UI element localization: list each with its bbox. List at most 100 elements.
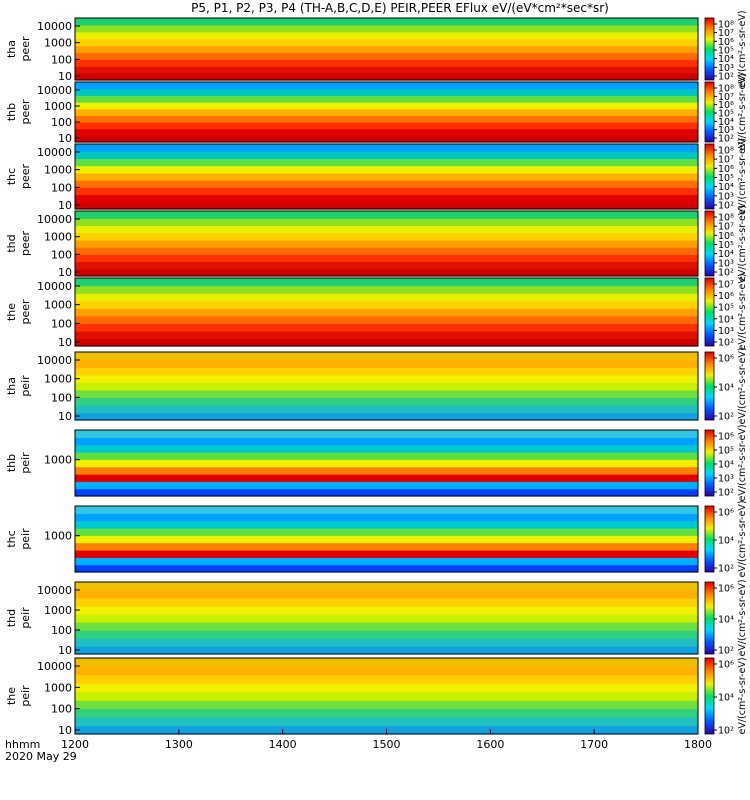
- y-tick-label: 1000: [44, 37, 72, 50]
- colorbar-tick-label: 10⁴: [718, 693, 734, 704]
- panel-probe-label: thb: [5, 454, 18, 472]
- colorbar-unit-label: eV/(cm²-s-sr-eV): [737, 579, 748, 656]
- colorbar-tick-label: 10³: [718, 258, 734, 269]
- colorbar: [704, 581, 715, 655]
- heatmap-band: [75, 412, 698, 421]
- spectrogram-panel-tha-peir: 10000 1000 100 10 tha peir 10⁶ 10⁴ 10² eV/(cm²-s-…: [5, 347, 748, 424]
- y-tick-label: 10: [58, 266, 72, 279]
- heatmap-band: [75, 261, 698, 270]
- colorbar-tick-label: 10²: [718, 134, 734, 145]
- colorbar-tick-label: 10⁶: [718, 164, 734, 175]
- colorbar: [704, 17, 715, 81]
- colorbar-tick-label: 10⁵: [718, 240, 734, 251]
- heatmap-band: [75, 459, 698, 468]
- heatmap-band: [75, 528, 698, 536]
- y-tick-label: 10000: [37, 280, 72, 293]
- heatmap-band: [75, 122, 698, 130]
- heatmap-band: [75, 31, 698, 40]
- heatmap-band: [75, 225, 698, 234]
- colorbar-tick-label: 10³: [718, 474, 734, 485]
- colorbar-tick-label: 10⁴: [718, 383, 734, 394]
- heatmap-band: [75, 45, 698, 54]
- heatmap-band: [75, 367, 698, 376]
- heatmap-band: [75, 201, 698, 210]
- heatmap-band: [75, 66, 698, 74]
- heatmap-band: [75, 38, 698, 47]
- x-tick-label: 1300: [165, 738, 193, 751]
- colorbar-tick-label: 10⁵: [718, 173, 734, 184]
- y-tick-label: 10: [58, 70, 72, 83]
- heatmap-band: [75, 293, 698, 302]
- y-tick-label: 1000: [44, 530, 72, 543]
- panel-probe-label: thd: [5, 609, 18, 627]
- heatmap-band: [75, 330, 698, 340]
- heatmap-band: [75, 683, 698, 693]
- colorbar-tick-label: 10⁶: [718, 231, 734, 242]
- y-tick-label: 10000: [37, 660, 72, 673]
- spectrogram-panel-thd-peir: 10000 1000 100 10 thd peir 10⁶ 10⁴ 10² eV/(cm²-s-…: [5, 579, 748, 657]
- panel-frame: [74, 581, 699, 655]
- heatmap-band: [75, 115, 698, 123]
- y-tick-label: 10000: [37, 84, 72, 97]
- y-tick-label: 1000: [44, 604, 72, 617]
- heatmap-band: [75, 102, 698, 110]
- colorbar-tick-label: 10²: [718, 646, 734, 657]
- heatmap-band: [75, 352, 698, 361]
- heatmap-band: [75, 638, 698, 647]
- y-tick-label: 1000: [44, 164, 72, 177]
- panel-species-label: peir: [19, 607, 32, 629]
- heatmap-band: [75, 108, 698, 116]
- heatmap-band: [75, 389, 698, 398]
- y-tick-label: 10: [58, 199, 72, 212]
- heatmap-band: [75, 285, 698, 294]
- heatmap-band: [75, 700, 698, 710]
- heatmap-band: [75, 474, 698, 482]
- y-tick-label: 10000: [37, 20, 72, 33]
- heatmap-band: [75, 59, 698, 67]
- y-tick-label: 100: [51, 703, 72, 716]
- colorbar-tick-label: 10⁴: [718, 117, 734, 128]
- colorbar-tick-label: 10³: [718, 125, 734, 136]
- heatmap-band: [75, 374, 698, 383]
- colorbar-tick-label: 10⁵: [718, 446, 734, 457]
- x-tick-label: 1500: [373, 738, 401, 751]
- panel-probe-label: thb: [5, 103, 18, 121]
- colorbar-tick-label: 10⁸: [718, 213, 734, 224]
- heatmap-band: [75, 52, 698, 60]
- heatmap-band: [75, 172, 698, 181]
- heatmap-band: [75, 211, 698, 219]
- heatmap-band: [75, 218, 698, 226]
- panel-species-label: peer: [19, 164, 32, 190]
- heatmap-band: [75, 481, 698, 490]
- colorbar-unit-label: eV/(cm²-s-sr-eV): [737, 500, 748, 577]
- y-tick-label: 10: [58, 724, 72, 737]
- panel-species-label: peer: [19, 99, 32, 125]
- heatmap-band: [75, 88, 698, 96]
- y-tick-label: 100: [51, 624, 72, 637]
- heatmap-band: [75, 557, 698, 566]
- heatmap-band: [75, 444, 698, 453]
- panel-species-label: peir: [19, 528, 32, 550]
- heatmap-band: [75, 708, 698, 718]
- x-axis-label-date: 2020 May 29: [5, 750, 77, 763]
- heatmap-band: [75, 315, 698, 324]
- colorbar-unit-label: eV/(cm²-s-sr-eV): [737, 10, 748, 87]
- colorbar: [704, 143, 715, 210]
- colorbar-tick-label: 10⁶: [718, 100, 734, 111]
- heatmap-band: [75, 247, 698, 255]
- heatmap-band: [75, 382, 698, 391]
- spectrogram-panel-thc-peer: 10000 1000 100 10 thc peer 10⁸10⁷10⁶10⁵10⁴10³1…: [5, 138, 748, 215]
- panel-frame: [74, 429, 699, 497]
- colorbar-tick-label: 10⁷: [718, 28, 734, 39]
- panel-frame: [74, 277, 699, 347]
- colorbar-tick-label: 10⁴: [718, 249, 734, 260]
- heatmap-band: [75, 158, 698, 167]
- y-tick-label: 100: [51, 391, 72, 404]
- heatmap-band: [75, 268, 698, 277]
- colorbar-tick-label: 10⁸: [718, 84, 734, 95]
- colorbar-tick-label: 10⁶: [718, 37, 734, 48]
- heatmap-band: [75, 513, 698, 522]
